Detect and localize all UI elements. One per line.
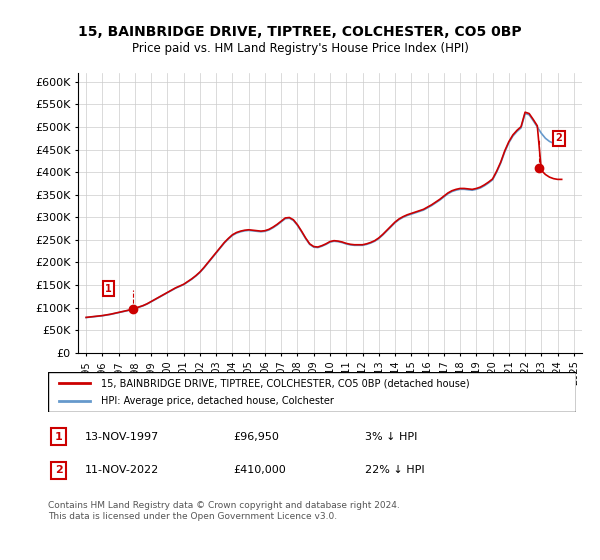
Text: 22% ↓ HPI: 22% ↓ HPI bbox=[365, 465, 424, 475]
Text: 3% ↓ HPI: 3% ↓ HPI bbox=[365, 432, 417, 442]
Text: 13-NOV-1997: 13-NOV-1997 bbox=[85, 432, 159, 442]
Text: 1: 1 bbox=[55, 432, 62, 442]
Text: Price paid vs. HM Land Registry's House Price Index (HPI): Price paid vs. HM Land Registry's House … bbox=[131, 42, 469, 55]
FancyBboxPatch shape bbox=[48, 372, 576, 412]
Text: 2: 2 bbox=[55, 465, 62, 475]
Text: 1: 1 bbox=[105, 284, 112, 293]
Text: Contains HM Land Registry data © Crown copyright and database right 2024.
This d: Contains HM Land Registry data © Crown c… bbox=[48, 501, 400, 521]
Text: 15, BAINBRIDGE DRIVE, TIPTREE, COLCHESTER, CO5 0BP: 15, BAINBRIDGE DRIVE, TIPTREE, COLCHESTE… bbox=[78, 25, 522, 39]
Text: HPI: Average price, detached house, Colchester: HPI: Average price, detached house, Colc… bbox=[101, 395, 334, 405]
Text: £96,950: £96,950 bbox=[233, 432, 278, 442]
Text: 15, BAINBRIDGE DRIVE, TIPTREE, COLCHESTER, CO5 0BP (detached house): 15, BAINBRIDGE DRIVE, TIPTREE, COLCHESTE… bbox=[101, 379, 469, 389]
Text: 2: 2 bbox=[556, 133, 562, 143]
Text: £410,000: £410,000 bbox=[233, 465, 286, 475]
Text: 11-NOV-2022: 11-NOV-2022 bbox=[85, 465, 159, 475]
